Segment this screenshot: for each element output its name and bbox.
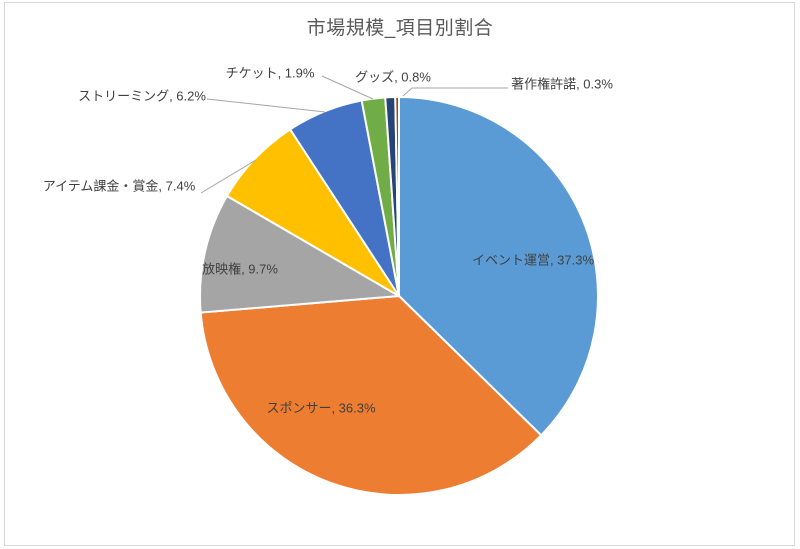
pie-slice-broadcast-rights[interactable] (199, 194, 400, 314)
leader-line-streaming (206, 98, 326, 113)
pie-slice-sponsor[interactable] (199, 295, 543, 496)
leader-line-ticket (321, 75, 374, 100)
chart-title: 市場規模_項目別割合 (306, 18, 494, 39)
slice-label-ticket: チケット, 1.9% (226, 65, 315, 80)
leader-line-item-billing-prize (200, 159, 257, 194)
slice-label-goods: グッズ, 0.8% (355, 69, 431, 84)
pie-slice-copyright-license[interactable] (394, 96, 400, 297)
slice-label-broadcast-rights: 放映権, 9.7% (202, 261, 278, 276)
pie-slice-event-operation[interactable] (398, 96, 599, 437)
slice-label-event-operation: イベント運営, 37.3% (472, 252, 595, 267)
slice-label-streaming: ストリーミング, 6.2% (78, 88, 206, 103)
slice-label-sponsor: スポンサー, 36.3% (266, 400, 376, 415)
slice-label-item-billing-prize: アイテム課金・賞金, 7.4% (43, 178, 196, 193)
leader-line-copyright-license (402, 87, 508, 97)
slice-label-copyright-license: 著作権許諾, 0.3% (511, 76, 613, 91)
